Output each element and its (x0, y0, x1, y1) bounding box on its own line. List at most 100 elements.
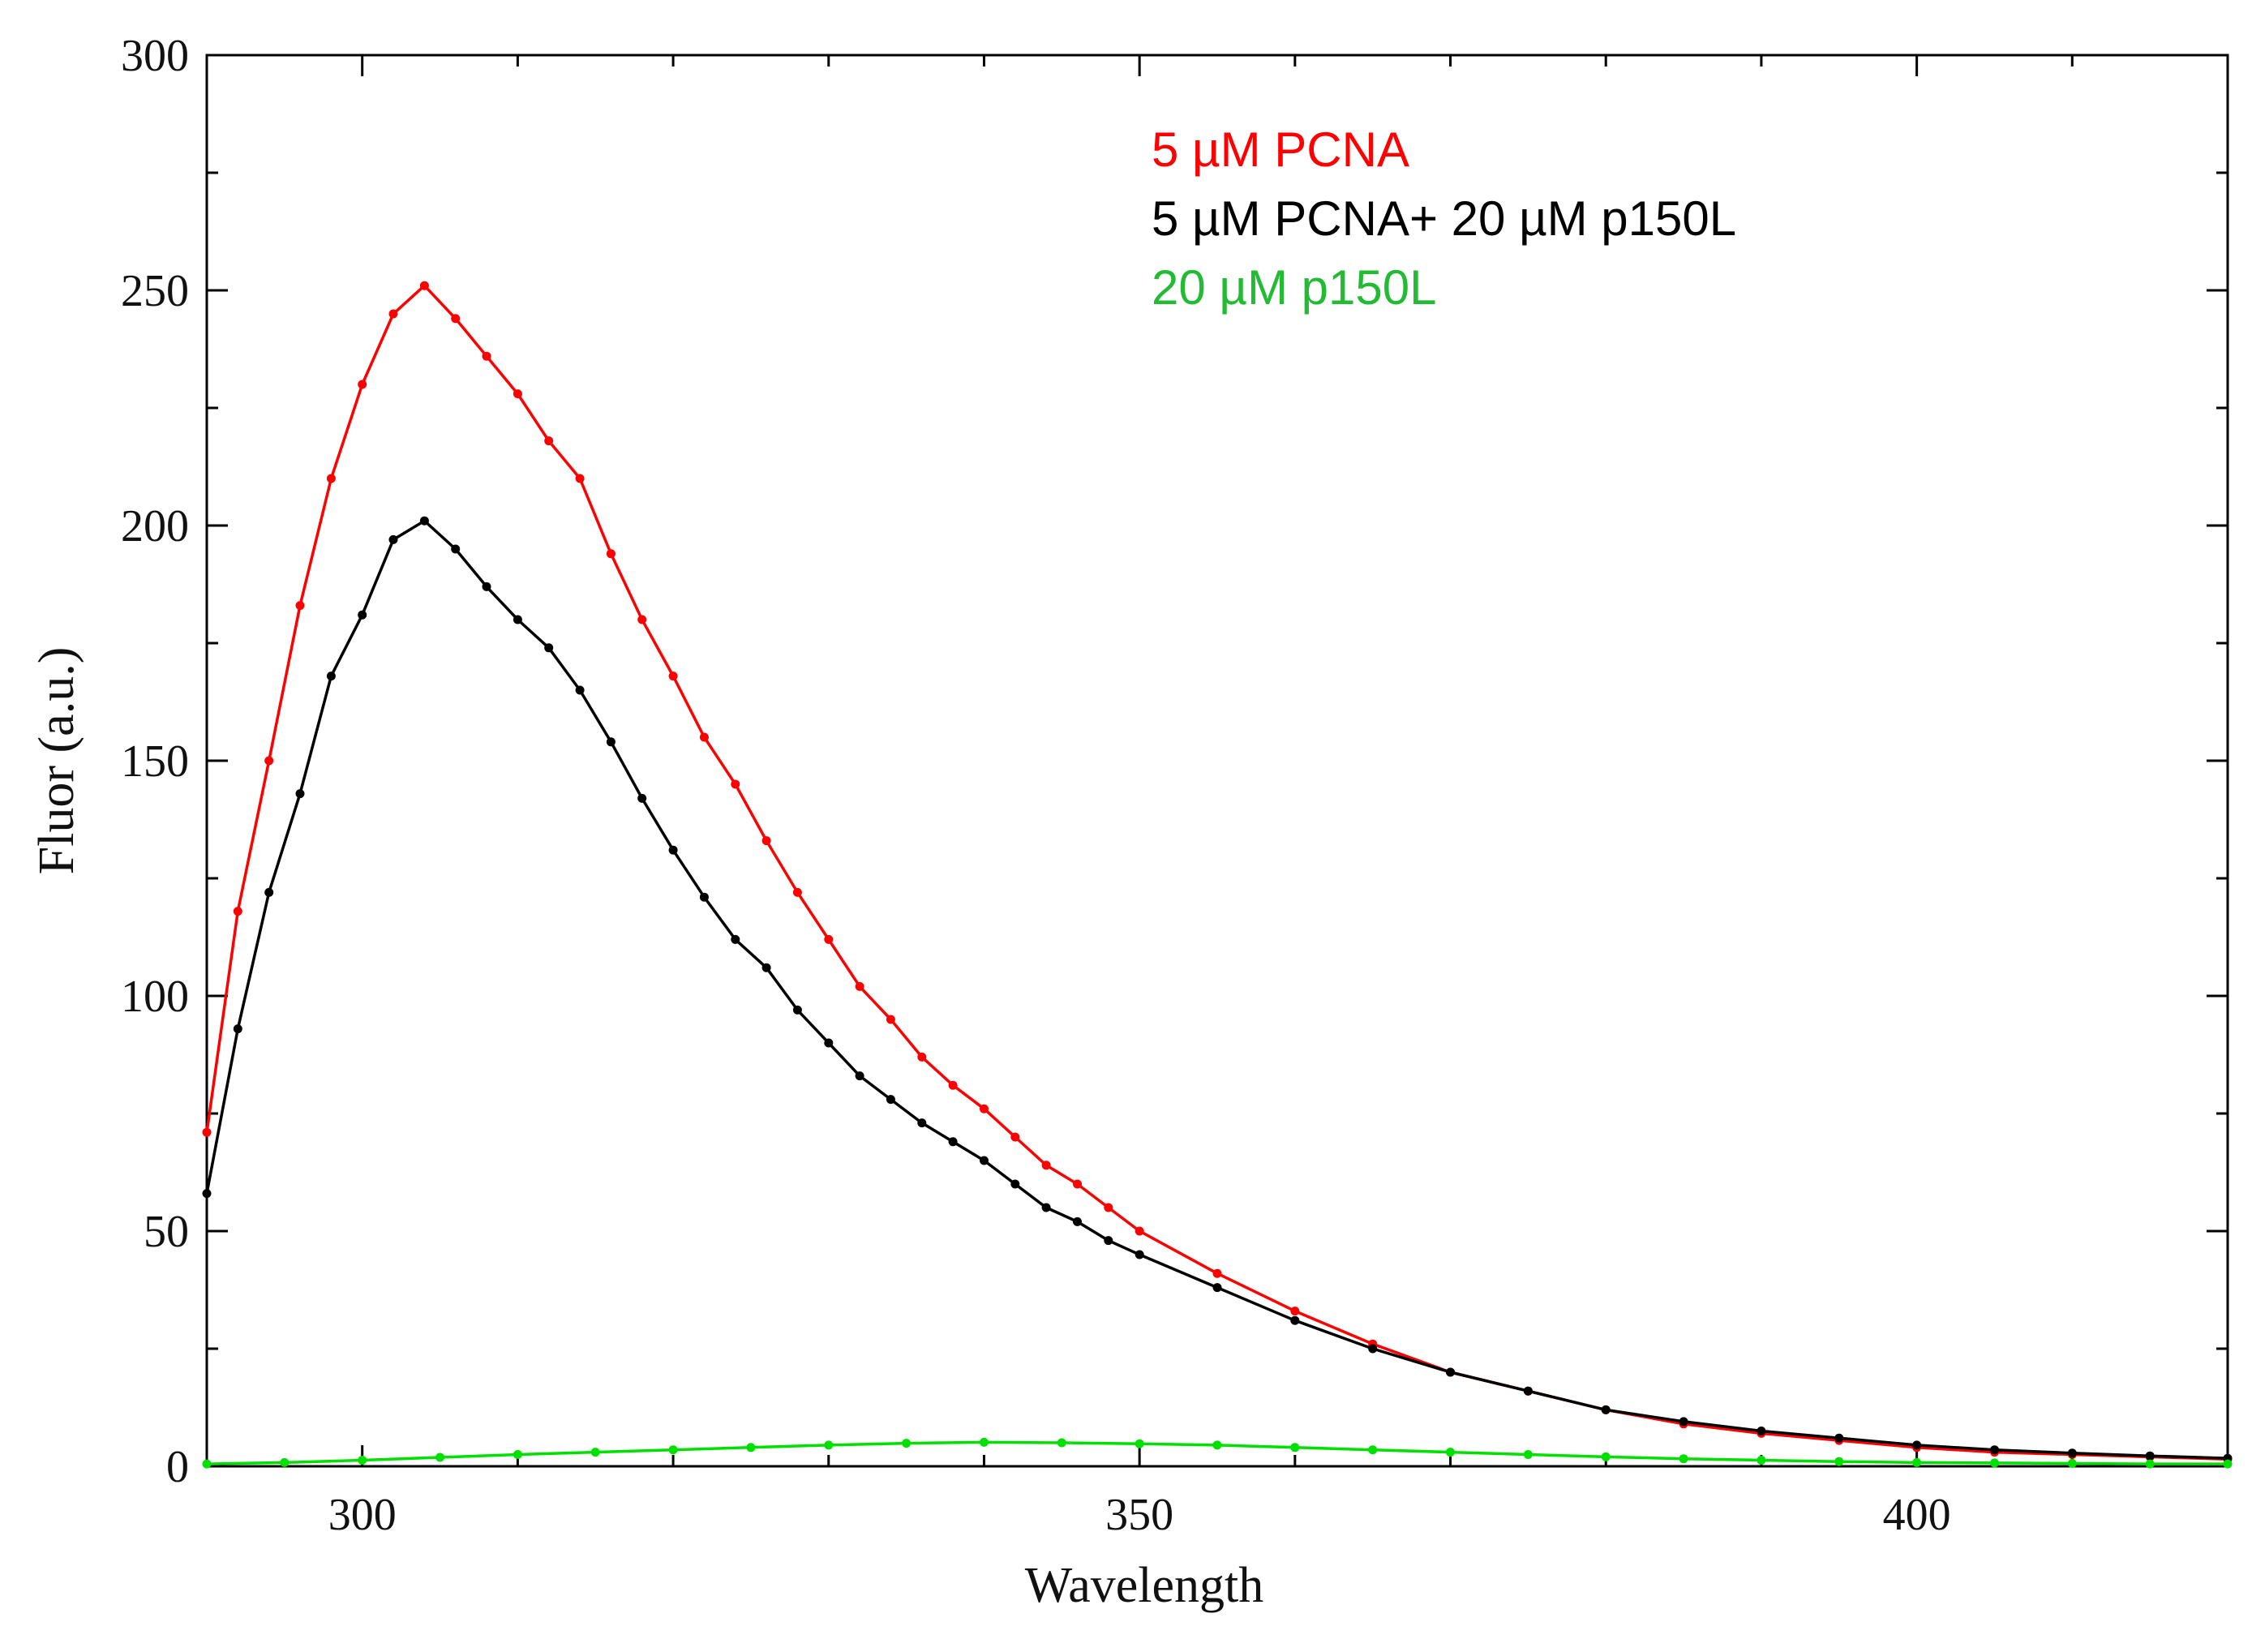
data-point (358, 1456, 367, 1465)
data-point (1601, 1452, 1611, 1461)
y-axis-title: Fluor (a.u.) (29, 647, 84, 875)
legend-entry-p150l: 20 µM p150L (1152, 260, 1436, 315)
data-point (948, 1137, 958, 1147)
data-point (482, 351, 491, 361)
data-point (699, 732, 709, 742)
data-point (948, 1080, 958, 1090)
y-tick-label: 150 (121, 736, 189, 787)
data-point (513, 389, 522, 399)
data-point (1679, 1454, 1688, 1464)
data-point (824, 934, 834, 944)
data-point (2067, 1459, 2077, 1468)
y-tick-label: 300 (121, 31, 189, 81)
data-point (980, 1156, 989, 1165)
data-point (1057, 1438, 1066, 1448)
x-tick-label: 400 (1883, 1490, 1951, 1540)
data-point (855, 981, 864, 991)
data-point (264, 756, 274, 766)
data-point (590, 1448, 600, 1457)
data-point (358, 380, 367, 389)
data-point (1104, 1236, 1113, 1246)
data-point (1912, 1440, 1922, 1450)
data-point (326, 474, 336, 483)
series-1 (202, 516, 2233, 1463)
data-point (606, 549, 616, 559)
data-point (1135, 1250, 1144, 1259)
data-point (2223, 1459, 2233, 1469)
data-point (419, 281, 429, 290)
data-point (1601, 1405, 1611, 1414)
data-point (886, 1015, 895, 1024)
data-point (668, 845, 678, 855)
data-point (435, 1452, 444, 1462)
data-point (1135, 1439, 1144, 1448)
data-point (544, 436, 554, 446)
data-point (1010, 1132, 1020, 1142)
data-point (731, 934, 740, 944)
data-point (606, 737, 616, 747)
data-point (1041, 1161, 1051, 1170)
data-point (637, 793, 647, 803)
data-point (1523, 1386, 1533, 1396)
data-point (1368, 1445, 1378, 1455)
data-point (2067, 1448, 2077, 1458)
data-point (917, 1052, 927, 1062)
data-point (980, 1104, 989, 1113)
data-point (746, 1443, 756, 1452)
data-point (1990, 1445, 1999, 1455)
legend-entry-pcna: 5 µM PCNA (1152, 122, 1409, 177)
data-point (902, 1439, 912, 1448)
data-point (513, 615, 522, 624)
data-point (388, 309, 398, 319)
data-point (917, 1118, 927, 1128)
y-tick-label: 100 (121, 972, 189, 1022)
data-point (233, 907, 242, 916)
data-point (295, 601, 305, 611)
data-point (295, 789, 305, 799)
legend-entry-pcna-p150l: 5 µM PCNA+ 20 µM p150L (1152, 191, 1736, 246)
data-point (886, 1095, 895, 1105)
data-point (1073, 1179, 1082, 1189)
data-point (513, 1450, 522, 1459)
x-tick-label: 300 (328, 1490, 397, 1540)
y-tick-label: 200 (121, 501, 189, 551)
data-point (761, 963, 771, 972)
x-tick-label: 350 (1105, 1490, 1173, 1540)
data-point (761, 836, 771, 846)
data-point (1446, 1448, 1455, 1457)
data-point (419, 516, 429, 526)
data-point (824, 1038, 834, 1048)
data-point (731, 779, 740, 789)
data-point (1757, 1456, 1766, 1465)
data-point (1010, 1179, 1020, 1189)
data-point (575, 474, 585, 483)
data-point (1990, 1458, 1999, 1468)
data-point (668, 1445, 678, 1455)
data-point (1212, 1283, 1222, 1293)
data-point (1523, 1450, 1533, 1459)
data-point (1290, 1307, 1300, 1316)
data-point (544, 643, 554, 653)
data-point (202, 1189, 212, 1199)
data-point (1834, 1457, 1844, 1466)
data-point (1290, 1443, 1300, 1452)
data-point (451, 544, 461, 554)
data-point (1073, 1216, 1082, 1226)
data-point (668, 672, 678, 681)
y-tick-label: 0 (166, 1442, 189, 1492)
data-point (1912, 1457, 1922, 1467)
data-point (388, 534, 398, 544)
data-point (1679, 1417, 1688, 1427)
data-point (1212, 1440, 1222, 1450)
data-point (2145, 1459, 2155, 1469)
data-point (575, 685, 585, 695)
data-point (482, 581, 491, 591)
data-point (699, 892, 709, 902)
y-tick-label: 50 (144, 1207, 189, 1257)
series-2 (202, 1437, 2233, 1469)
series-line (205, 519, 2228, 1460)
data-point (451, 314, 461, 324)
data-point (1290, 1315, 1300, 1325)
data-point (280, 1457, 290, 1467)
